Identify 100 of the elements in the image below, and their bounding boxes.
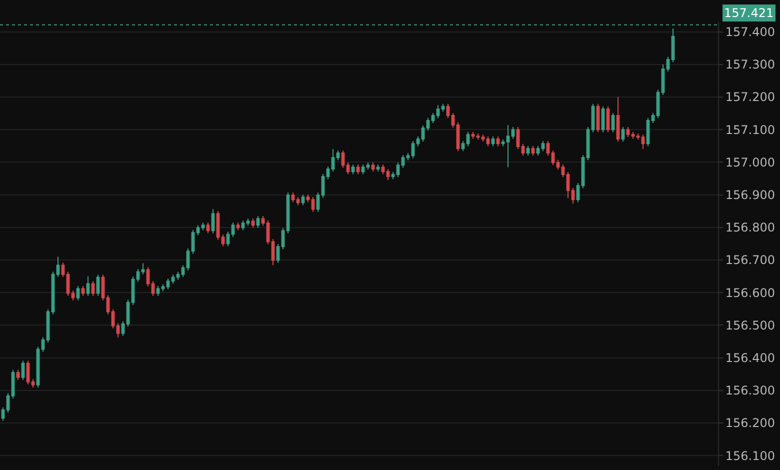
- candlestick: [281, 228, 285, 250]
- candlestick: [631, 131, 635, 140]
- y-tick-label: 156.400: [725, 350, 776, 365]
- candlestick: [576, 182, 580, 203]
- y-tick-label: 157.300: [725, 58, 776, 72]
- candlestick: [626, 126, 630, 138]
- candlestick: [166, 278, 170, 290]
- candlestick: [226, 231, 230, 247]
- candlestick: [551, 150, 555, 166]
- candlestick: [116, 322, 120, 338]
- candlestick: [441, 103, 445, 112]
- y-tick-label: 156.200: [725, 416, 776, 430]
- candlestick: [526, 145, 530, 156]
- candlestick: [401, 154, 405, 168]
- candlestick: [41, 336, 45, 352]
- candlestick: [616, 96, 620, 142]
- candlestick: [21, 360, 25, 380]
- candlestick: [186, 248, 190, 271]
- candlestick: [31, 378, 35, 388]
- candlestick: [406, 152, 410, 161]
- candlestick: [341, 150, 345, 168]
- candlestick: [71, 290, 75, 301]
- candlestick: [476, 132, 480, 140]
- y-tick-label: 156.100: [725, 448, 776, 463]
- candlestick: [161, 284, 165, 292]
- candlestick: [506, 124, 510, 168]
- candlestick: [666, 56, 670, 72]
- candlestick: [431, 112, 435, 124]
- candlestick: [61, 262, 65, 278]
- candlestick: [641, 134, 645, 150]
- candlestick: [56, 256, 60, 278]
- candlestick: [391, 171, 395, 180]
- candlestick: [146, 266, 150, 287]
- candlestick: [181, 264, 185, 278]
- candlestick: [566, 171, 570, 199]
- candlestick: [426, 117, 430, 132]
- candlestick: [636, 132, 640, 140]
- candlestick: [151, 280, 155, 296]
- candlestick: [251, 218, 255, 228]
- candlestick: [311, 196, 315, 212]
- candlestick: [346, 162, 350, 175]
- y-tick-label: 156.900: [725, 188, 776, 202]
- candlestick: [381, 164, 385, 175]
- candlestick: [661, 64, 665, 96]
- candlestick: [16, 369, 20, 380]
- y-tick-label: 157.000: [725, 155, 776, 170]
- candlestick: [511, 126, 515, 140]
- y-tick-label: 156.500: [725, 318, 776, 332]
- candlestick: [76, 286, 80, 301]
- candlestick: [231, 222, 235, 238]
- candlestick: [171, 274, 175, 284]
- candlestick: [491, 136, 495, 147]
- candlestick: [416, 136, 420, 147]
- candlestick: [361, 164, 365, 175]
- y-tick-label: 156.700: [725, 253, 776, 268]
- candlestick: [256, 215, 260, 228]
- candlestick: [91, 280, 95, 296]
- ref-line-label: 157.421: [724, 6, 774, 20]
- candlestick: [241, 220, 245, 231]
- y-tick-label: 157.100: [725, 122, 776, 137]
- candlestick: [206, 222, 210, 234]
- candlestick: [496, 136, 500, 147]
- candlestick: [386, 168, 390, 181]
- candlestick: [421, 124, 425, 142]
- candlestick: [461, 140, 465, 152]
- candlestick: [156, 286, 160, 296]
- candlestick: [331, 148, 335, 172]
- candlestick: [541, 140, 545, 152]
- y-tick-label: 157.200: [725, 90, 776, 104]
- candlestick: [211, 208, 215, 234]
- candlestick: [121, 320, 125, 336]
- candlestick: [136, 268, 140, 282]
- candlestick: [651, 112, 655, 124]
- candlestick: [486, 136, 490, 147]
- candlestick: [1, 406, 5, 422]
- candlestick: [561, 164, 565, 178]
- candlestick: [376, 164, 380, 172]
- candlestick: [141, 262, 145, 275]
- candlestick: [411, 140, 415, 159]
- candlestick: [131, 276, 135, 306]
- candlestick: [466, 131, 470, 147]
- candlestick: [201, 222, 205, 231]
- candlestick: [296, 196, 300, 206]
- candlestick: [301, 194, 305, 206]
- y-tick-label: 157.400: [725, 24, 776, 39]
- candlestick: [516, 126, 520, 150]
- candlestick: [531, 145, 535, 156]
- candlestick: [621, 126, 625, 142]
- candlestick: [236, 222, 240, 231]
- candlestick: [356, 164, 360, 175]
- candlestick: [81, 286, 85, 296]
- candlestick: [316, 192, 320, 212]
- candlestick: [471, 131, 475, 140]
- candlestick: [176, 271, 180, 280]
- candlestick: [291, 192, 295, 203]
- candlestick: [571, 187, 575, 204]
- candlestick: [326, 166, 330, 180]
- candlestick: [521, 143, 525, 156]
- candlestick: [366, 162, 370, 170]
- candlestick: [306, 194, 310, 203]
